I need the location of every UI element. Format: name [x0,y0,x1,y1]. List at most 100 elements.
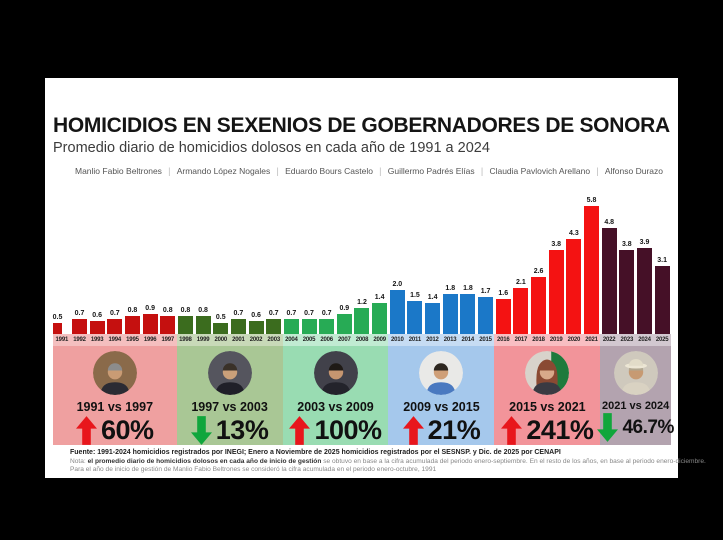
year-strip-group-1: 1991 1992 1993 1994 1995 1996 1997 [53,334,177,346]
value-label-2010: 2.0 [392,281,403,288]
bar-slot-2011: 1.5 [406,184,424,334]
bar-1999 [195,316,211,334]
year-label-2010: 2010 [391,337,404,343]
year-label-2017: 2017 [514,337,528,343]
percent-change-value: 46.7% [622,416,674,438]
percent-change-value: 21% [427,415,481,445]
comparison-years-label: 1997 vs 2003 [191,400,268,414]
bar-slot-2005: 0.7 [300,184,318,334]
bar-2024 [636,248,652,334]
page-subtitle: Promedio diario de homicidios dolosos en… [53,140,490,156]
change-indicator: 60% [76,415,154,446]
value-label-2002: 0.6 [251,311,261,319]
bar-slot-1991: 0.5 [53,184,71,334]
bar-1998 [177,316,193,334]
page-title: HOMICIDIOS EN SEXENIOS DE GOBERNADORES D… [53,114,670,137]
comparison-years-label: 2003 vs 2009 [297,400,374,414]
year-label-1993: 1993 [90,337,104,343]
value-label-2007: 0.9 [339,305,350,313]
bar-1991 [53,323,62,334]
value-label-1992: 0.7 [74,309,85,317]
infographic-canvas: HOMICIDIOS EN SEXENIOS DE GOBERNADORES D… [45,78,706,478]
value-label-2001: 0.7 [233,309,244,317]
bar-2004 [283,318,299,334]
arrow-up-icon [501,416,523,445]
header-separator: | [480,166,484,176]
governor-photo [419,351,464,395]
governor-name: Alfonso Durazo [604,166,663,176]
change-indicator: 21% [402,415,481,446]
governor-photo [525,351,570,395]
governor-panel-1: 1991 vs 1997 60% [53,346,177,445]
bar-2017 [513,287,529,334]
value-label-2006: 0.7 [321,309,332,317]
bar-slot-1994: 0.7 [106,184,124,334]
governor-photo [613,351,658,395]
percent-change-value: 241% [526,415,594,445]
year-label-2023: 2023 [620,337,634,343]
value-label-2019: 3.8 [551,241,562,249]
value-label-2013: 1.8 [445,285,456,293]
bar-slot-2006: 0.7 [318,184,336,334]
bar-slot-1995: 0.8 [124,184,142,334]
year-label-1998: 1998 [179,337,192,343]
bar-1996 [142,314,158,334]
year-label-1995: 1995 [126,337,139,343]
bar-2015 [478,296,494,334]
value-label-1999: 0.8 [198,307,208,315]
bar-slot-2015: 1.7 [477,184,495,334]
year-label-2021: 2021 [585,337,598,343]
governor-panel-3: 2003 vs 2009 100% [282,346,389,445]
header-separator: | [596,166,599,176]
year-label-2025: 2025 [655,337,669,343]
year-label-2009: 2009 [373,337,386,343]
note-label: Nota: [70,457,86,465]
bar-2010 [389,290,405,334]
bar-chart: 0.5 0.7 0.6 0.7 0.8 0.9 0.8 0.8 0.8 0.5 0.7 0.6 0.7 0… [53,184,671,334]
bar-2021 [584,206,600,334]
bar-2005 [301,318,317,334]
bar-2000 [213,323,229,334]
arrow-up-icon [402,416,424,445]
bar-slot-2019: 3.8 [547,184,565,334]
governor-photo [92,351,137,395]
bar-slot-2013: 1.8 [441,184,459,334]
bar-2006 [319,318,335,334]
value-label-1991: 0.5 [52,314,63,321]
note-rest-text: se obtuvo en base a la cifra acumulada d… [323,457,706,465]
bar-slot-1996: 0.9 [141,184,159,334]
percent-change-value: 60% [101,415,154,445]
bar-slot-2022: 4.8 [600,184,618,334]
year-label-2024: 2024 [638,337,651,343]
year-label-2014: 2014 [461,337,475,343]
governor-name: Guillermo Padrés Elías [387,166,475,176]
value-label-2011: 1.5 [410,292,420,299]
value-label-2017: 2.1 [516,278,526,286]
year-label-2007: 2007 [338,337,351,343]
year-label-2022: 2022 [602,337,616,343]
year-axis-strip: 1991 1992 1993 1994 1995 1996 1997 1998 1999 2000… [53,334,671,346]
bar-slot-1993: 0.6 [88,184,106,334]
bar-2001 [230,318,246,334]
value-label-2020: 4.3 [569,230,579,238]
source-note: Fuente: 1991-2024 homicidios registrados… [70,449,561,456]
arrow-down-icon [597,413,619,442]
year-label-2016: 2016 [496,337,510,343]
bar-1994 [107,318,123,334]
header-separator: | [379,166,382,176]
bar-slot-2024: 3.9 [636,184,654,334]
bar-slot-2020: 4.3 [565,184,583,334]
value-label-1993: 0.6 [92,311,103,319]
value-label-2012: 1.4 [427,294,438,302]
header-separator: | [168,166,171,176]
note-bold-text: el promedio diario de homicidios dolosos… [87,457,322,465]
bar-2003 [266,318,282,334]
bar-slot-1997: 0.8 [159,184,177,334]
year-label-2002: 2002 [249,337,263,343]
bar-slot-1992: 0.7 [71,184,89,334]
method-note: Nota: el promedio diario de homicidios d… [70,457,706,465]
bar-1997 [160,316,176,334]
change-indicator: 13% [190,415,269,446]
change-indicator: 241% [501,415,594,446]
arrow-up-icon [289,416,311,445]
